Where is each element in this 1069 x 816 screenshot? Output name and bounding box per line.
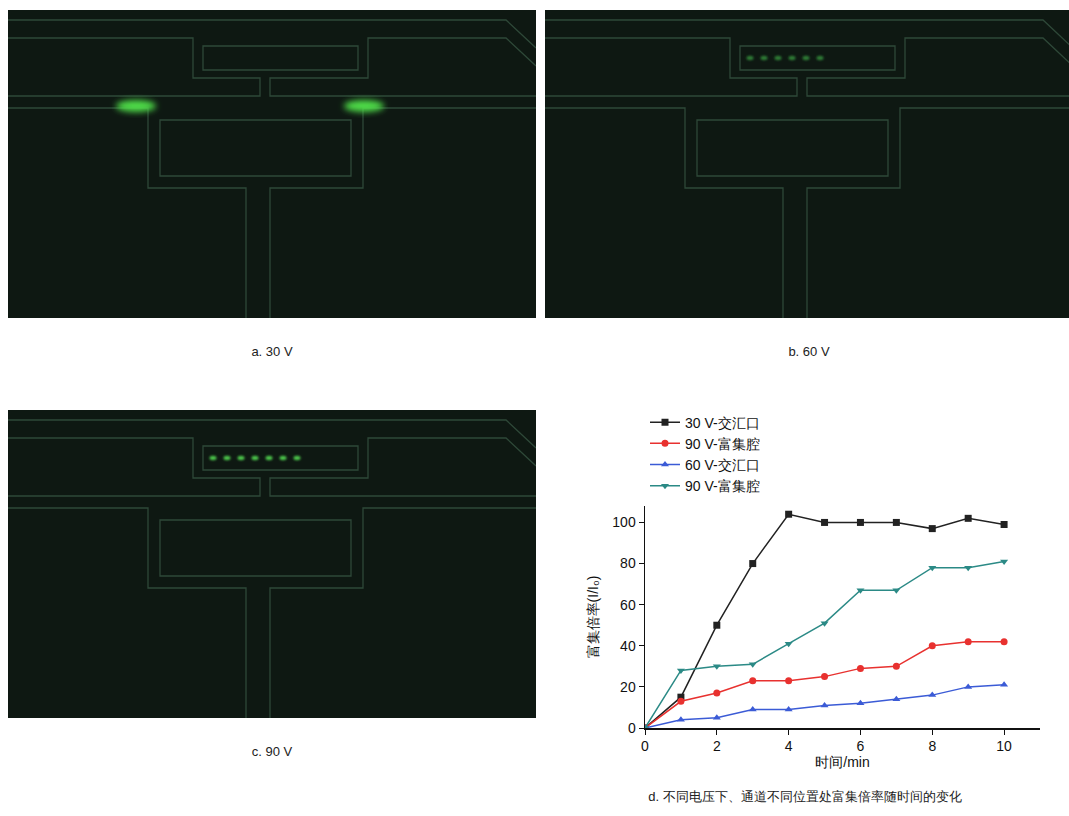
html-text:d. 不同电压下、通道不同位置处富集倍率随时间的变化: d. 不同电压下、通道不同位置处富集倍率随时间的变化 [648, 789, 962, 804]
svg-text:60: 60 [620, 597, 636, 613]
svg-text:0: 0 [628, 720, 636, 736]
svg-text:时间/min: 时间/min [815, 754, 869, 770]
svg-text:0: 0 [641, 738, 649, 754]
svg-text:20: 20 [620, 679, 636, 695]
svg-text:2: 2 [713, 738, 721, 754]
html-text:b. 60 V: b. 60 V [788, 344, 830, 359]
svg-text:6: 6 [857, 738, 865, 754]
svg-text:10: 10 [996, 738, 1012, 754]
svg-text:60 V-交汇口: 60 V-交汇口 [685, 457, 760, 473]
svg-text:100: 100 [612, 514, 636, 530]
svg-text:40: 40 [620, 638, 636, 654]
svg-text:8: 8 [928, 738, 936, 754]
html-text:c. 90 V: c. 90 V [251, 744, 293, 759]
svg-text:80: 80 [620, 555, 636, 571]
svg-text:90 V-富集腔: 90 V-富集腔 [685, 478, 760, 494]
svg-text:4: 4 [785, 738, 793, 754]
svg-text:90 V-富集腔: 90 V-富集腔 [685, 436, 760, 452]
html-text:a. 30 V: a. 30 V [251, 344, 293, 359]
svg-text:富集倍率(I/I₀): 富集倍率(I/I₀) [585, 576, 601, 659]
svg-text:30 V-交汇口: 30 V-交汇口 [685, 415, 760, 431]
